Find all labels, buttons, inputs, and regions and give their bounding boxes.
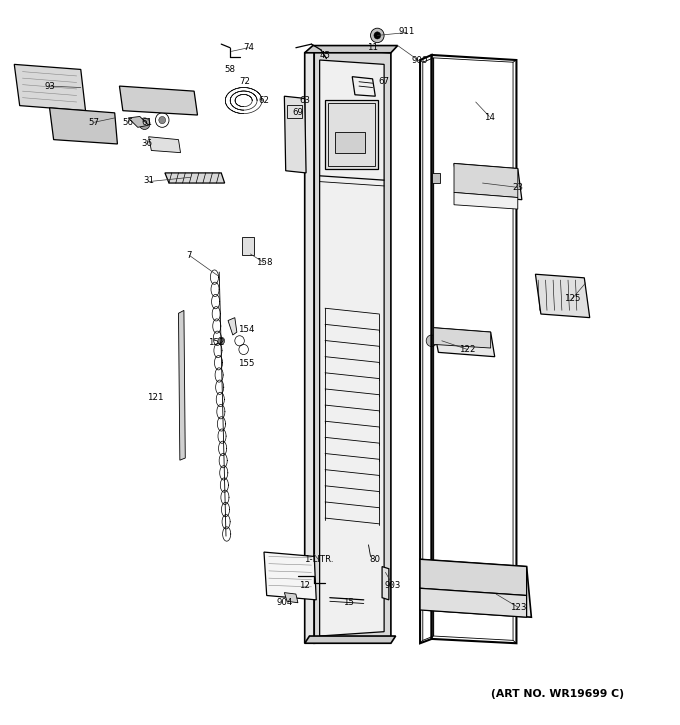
Text: 904: 904 <box>276 598 292 608</box>
Text: 58: 58 <box>224 65 235 74</box>
Text: (ART NO. WR19699 C): (ART NO. WR19699 C) <box>491 689 624 699</box>
Text: 7: 7 <box>186 251 192 260</box>
Text: 80: 80 <box>370 555 381 564</box>
Text: 93: 93 <box>44 82 55 91</box>
Bar <box>328 103 375 166</box>
Text: 11: 11 <box>367 44 378 52</box>
Text: 62: 62 <box>258 96 269 105</box>
Text: 155: 155 <box>238 360 254 368</box>
Circle shape <box>371 28 384 43</box>
Circle shape <box>139 118 150 130</box>
Polygon shape <box>14 65 86 111</box>
Bar <box>242 237 254 255</box>
Text: 903: 903 <box>385 581 401 590</box>
Text: 911: 911 <box>398 27 415 36</box>
Text: 67: 67 <box>379 78 390 86</box>
Polygon shape <box>434 328 491 348</box>
Text: 72: 72 <box>239 78 250 86</box>
Polygon shape <box>432 173 441 183</box>
Polygon shape <box>178 310 185 460</box>
Polygon shape <box>129 117 149 128</box>
Text: 154: 154 <box>238 326 254 334</box>
Polygon shape <box>284 592 298 602</box>
Text: 57: 57 <box>89 117 100 127</box>
Text: 61: 61 <box>141 117 152 127</box>
Bar <box>325 100 378 169</box>
Polygon shape <box>305 48 314 643</box>
Text: 15: 15 <box>343 598 354 608</box>
Polygon shape <box>434 328 495 357</box>
Polygon shape <box>305 46 398 53</box>
Polygon shape <box>454 164 522 199</box>
Bar <box>335 133 365 153</box>
Bar <box>55 115 111 137</box>
Text: 12: 12 <box>299 581 310 590</box>
Text: 152: 152 <box>208 338 225 347</box>
Polygon shape <box>454 192 517 209</box>
Polygon shape <box>149 137 180 153</box>
Polygon shape <box>284 96 306 173</box>
Text: 1-LITR.: 1-LITR. <box>303 555 333 564</box>
Text: 900: 900 <box>412 56 428 65</box>
Bar <box>287 105 302 118</box>
Text: 23: 23 <box>512 183 524 192</box>
Circle shape <box>426 335 437 347</box>
Text: 14: 14 <box>483 113 495 123</box>
Text: 45: 45 <box>320 51 330 60</box>
Polygon shape <box>228 318 237 335</box>
Text: 158: 158 <box>256 258 272 267</box>
Text: 74: 74 <box>243 44 254 52</box>
Polygon shape <box>50 108 118 144</box>
Polygon shape <box>454 164 517 197</box>
Circle shape <box>381 564 390 573</box>
Polygon shape <box>382 566 389 600</box>
Polygon shape <box>420 559 526 595</box>
Polygon shape <box>420 588 526 617</box>
Text: 31: 31 <box>143 175 154 185</box>
Polygon shape <box>305 636 396 643</box>
Circle shape <box>218 337 224 344</box>
Polygon shape <box>314 48 391 643</box>
Polygon shape <box>264 552 316 600</box>
Circle shape <box>328 596 335 603</box>
Circle shape <box>159 117 166 124</box>
Text: 63: 63 <box>299 96 310 105</box>
Circle shape <box>374 32 381 39</box>
Polygon shape <box>165 173 224 183</box>
Polygon shape <box>320 60 384 636</box>
Text: 125: 125 <box>564 294 580 303</box>
Text: 121: 121 <box>147 393 164 402</box>
Text: 56: 56 <box>123 117 134 127</box>
Text: 122: 122 <box>459 345 476 354</box>
Polygon shape <box>535 274 590 318</box>
Polygon shape <box>420 559 531 617</box>
Polygon shape <box>120 86 197 115</box>
Text: 123: 123 <box>509 602 526 612</box>
Text: 36: 36 <box>141 139 152 149</box>
Text: 69: 69 <box>292 108 303 117</box>
